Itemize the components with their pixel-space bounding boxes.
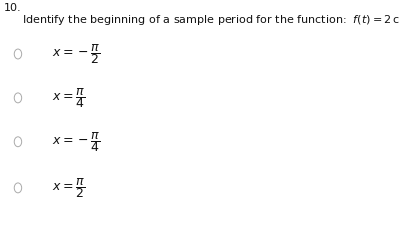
Text: $x = \dfrac{\pi}{2}$: $x = \dfrac{\pi}{2}$ (52, 176, 85, 200)
Text: Identify the beginning of a sample period for the function:  $f(t) = 2\,\mathrm{: Identify the beginning of a sample perio… (22, 10, 399, 32)
Text: 10.: 10. (4, 3, 22, 13)
Text: $x = -\dfrac{\pi}{4}$: $x = -\dfrac{\pi}{4}$ (52, 130, 100, 154)
Text: $x = \dfrac{\pi}{4}$: $x = \dfrac{\pi}{4}$ (52, 86, 85, 110)
Text: $x = -\dfrac{\pi}{2}$: $x = -\dfrac{\pi}{2}$ (52, 42, 100, 66)
